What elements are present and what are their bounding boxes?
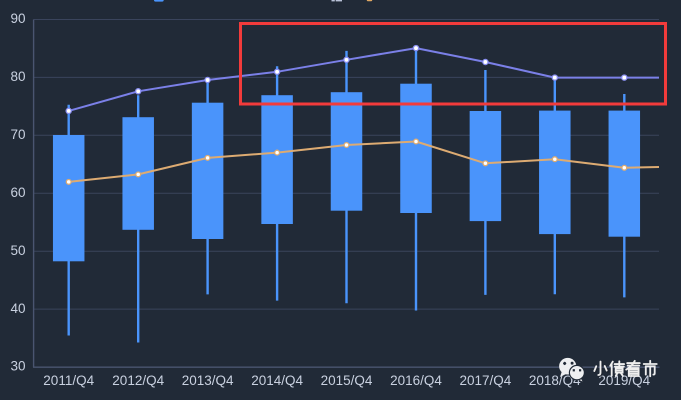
svg-text:2019/Q4: 2019/Q4 xyxy=(598,373,650,388)
svg-text:90: 90 xyxy=(10,11,25,26)
svg-text:50: 50 xyxy=(10,243,25,258)
svg-text:80: 80 xyxy=(10,69,25,84)
svg-text:2012/Q4: 2012/Q4 xyxy=(112,373,164,388)
svg-text:2018/Q4: 2018/Q4 xyxy=(529,373,581,388)
svg-text:70: 70 xyxy=(10,127,25,142)
svg-text:2016/Q4: 2016/Q4 xyxy=(390,373,442,388)
svg-text:40: 40 xyxy=(10,301,25,316)
svg-text:30: 30 xyxy=(10,359,25,374)
svg-text:2015/Q4: 2015/Q4 xyxy=(321,373,373,388)
svg-text:2014/Q4: 2014/Q4 xyxy=(251,373,303,388)
svg-text:60: 60 xyxy=(10,185,25,200)
svg-text:2011/Q4: 2011/Q4 xyxy=(43,373,94,388)
svg-text:2013/Q4: 2013/Q4 xyxy=(182,373,234,388)
svg-text:2017/Q4: 2017/Q4 xyxy=(460,373,512,388)
